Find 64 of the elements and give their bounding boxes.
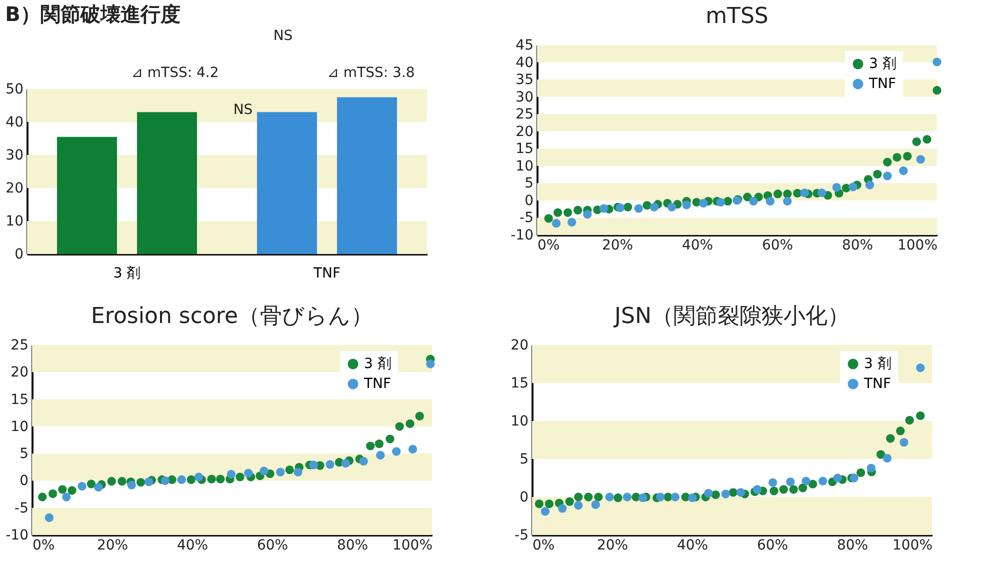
y-tick-label: 5 bbox=[524, 176, 534, 192]
y-tick-label: 50 bbox=[6, 82, 24, 98]
legend-label: 3 剤 bbox=[364, 356, 392, 372]
y-tick-label: 15 bbox=[510, 376, 528, 392]
chart-title: Erosion score（骨びらん） bbox=[90, 304, 374, 329]
text: ⊿ mTSS: 4.2 bbox=[131, 65, 219, 81]
y-tick-label: 10 bbox=[516, 158, 534, 174]
y-tick-label: 45 bbox=[516, 38, 534, 54]
x-tick-label: 60% bbox=[762, 238, 794, 254]
y-tick-label: 15 bbox=[516, 141, 534, 158]
x-tick-label: 100% bbox=[392, 538, 432, 554]
y-tick-label: 0 bbox=[524, 192, 534, 209]
y-tick-label: 20 bbox=[510, 338, 528, 354]
legend-label: TNF bbox=[868, 76, 896, 92]
y-tick-label: 15 bbox=[10, 392, 28, 408]
chart-title: B）関節破壊進行度 bbox=[5, 2, 180, 26]
y-tick-label: 0 bbox=[520, 490, 528, 506]
x-tick-label: 0% bbox=[32, 538, 55, 554]
y-tick-label: 10 bbox=[510, 414, 528, 430]
x-tick-label: 20% bbox=[602, 238, 634, 254]
y-tick-label: 20 bbox=[10, 364, 28, 381]
x-tick-label: 80% bbox=[336, 538, 368, 554]
x-tick-label: 40% bbox=[676, 538, 708, 554]
x-tick-label: 0% bbox=[538, 238, 560, 254]
y-tick-label: -10 bbox=[510, 228, 534, 244]
x-tick-label: 100% bbox=[892, 538, 932, 554]
x-tick-label: 60% bbox=[256, 538, 288, 554]
y-tick-label: 10 bbox=[10, 418, 28, 435]
x-tick-label: 0% bbox=[532, 538, 555, 554]
y-tick-label: -5 bbox=[14, 500, 28, 516]
x-tick-label: 80% bbox=[842, 238, 874, 254]
y-tick-label: 30 bbox=[6, 148, 24, 164]
y-tick-label: 0 bbox=[20, 473, 28, 490]
legend-label: TNF bbox=[863, 376, 892, 392]
y-tick-label: 10 bbox=[6, 214, 24, 230]
x-tick-label: 100% bbox=[897, 238, 938, 254]
y-tick-label: -10 bbox=[6, 528, 28, 544]
text: NS bbox=[273, 28, 293, 44]
chart-title: mTSS bbox=[706, 4, 768, 29]
y-tick-label: -5 bbox=[514, 528, 528, 544]
legend-label: 3 剤 bbox=[869, 56, 896, 72]
text: ⊿ mTSS: 3.8 bbox=[327, 65, 415, 81]
x-tick-label: 20% bbox=[96, 538, 128, 554]
y-tick-label: 20 bbox=[6, 180, 24, 196]
x-tick-label: 80% bbox=[836, 538, 868, 554]
x-tick-label: 60% bbox=[756, 538, 788, 554]
y-tick-label: 35 bbox=[516, 72, 534, 88]
x-tick-label: 40% bbox=[682, 238, 714, 254]
annotation: NS bbox=[233, 102, 253, 118]
y-tick-label: 25 bbox=[516, 106, 534, 123]
y-tick-label: 30 bbox=[516, 89, 534, 106]
legend-label: 3 剤 bbox=[864, 356, 892, 372]
y-tick-label: 5 bbox=[20, 446, 28, 462]
y-tick-label: 40 bbox=[516, 54, 534, 71]
x-tick-label: 20% bbox=[596, 538, 628, 554]
y-tick-label: 5 bbox=[520, 452, 528, 468]
chart-title: JSN（関節裂隙狭小化） bbox=[612, 304, 850, 329]
y-tick-label: 25 bbox=[10, 338, 28, 354]
y-tick-label: 20 bbox=[516, 124, 534, 140]
legend-label: TNF bbox=[363, 376, 392, 392]
y-tick-label: 40 bbox=[6, 114, 24, 130]
y-tick-label: -5 bbox=[520, 210, 534, 226]
y-tick-label: 0 bbox=[14, 246, 24, 262]
x-tick-label: 40% bbox=[176, 538, 208, 554]
